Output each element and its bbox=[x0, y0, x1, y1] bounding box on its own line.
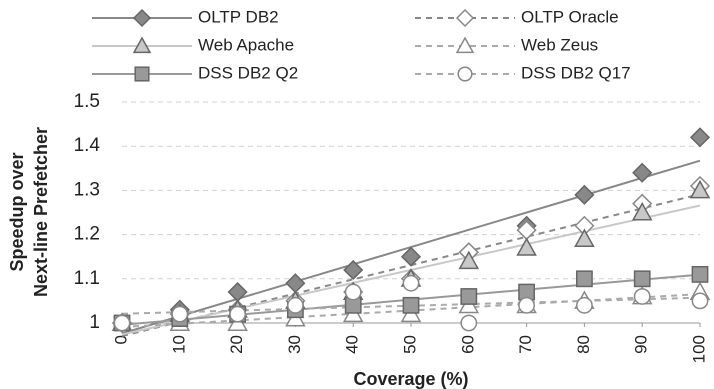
data-point bbox=[691, 292, 709, 310]
x-tick-label: 100 bbox=[689, 335, 708, 363]
legend-marker bbox=[455, 36, 475, 54]
data-point bbox=[344, 283, 362, 301]
data-point bbox=[460, 288, 478, 305]
x-tick-label: 40 bbox=[343, 335, 362, 354]
data-point bbox=[689, 127, 711, 148]
y-axis-label: Next-line Prefetcher bbox=[31, 127, 51, 297]
y-axis-label: Speedup over bbox=[7, 152, 27, 271]
legend-marker bbox=[132, 36, 152, 54]
legend-label: Web Apache bbox=[198, 35, 294, 54]
data-point bbox=[458, 250, 480, 270]
data-point bbox=[518, 296, 535, 314]
x-tick-label: 50 bbox=[400, 335, 419, 354]
legend-label: DSS DB2 Q17 bbox=[521, 63, 631, 82]
data-point bbox=[285, 273, 306, 294]
y-tick-label: 1.2 bbox=[74, 224, 100, 245]
x-tick-label: 60 bbox=[458, 335, 477, 354]
data-point bbox=[574, 228, 595, 247]
data-point bbox=[516, 237, 537, 256]
data-point bbox=[171, 305, 189, 323]
legend-label: Web Zeus bbox=[521, 35, 598, 54]
x-tick-label: 20 bbox=[227, 335, 246, 354]
y-tick-label: 1 bbox=[89, 312, 100, 333]
data-point bbox=[400, 246, 422, 267]
data-point bbox=[402, 296, 420, 314]
data-point bbox=[343, 259, 364, 281]
legend-marker bbox=[132, 8, 152, 28]
x-tick-label: 10 bbox=[169, 335, 188, 354]
x-tick-label: 0 bbox=[111, 335, 130, 344]
y-tick-label: 1.5 bbox=[74, 91, 100, 112]
data-point bbox=[287, 296, 304, 314]
data-point bbox=[633, 270, 651, 288]
x-tick-label: 80 bbox=[574, 335, 593, 354]
x-axis-label: Coverage (%) bbox=[353, 369, 468, 389]
y-tick-label: 1.1 bbox=[74, 268, 100, 289]
data-point bbox=[691, 265, 709, 283]
data-point bbox=[689, 179, 711, 199]
y-tick-label: 1.4 bbox=[74, 135, 101, 156]
legend-label: DSS DB2 Q2 bbox=[198, 63, 298, 82]
legend-label: OLTP Oracle bbox=[521, 7, 619, 26]
data-point bbox=[631, 201, 653, 221]
legend-label: OLTP DB2 bbox=[198, 7, 279, 26]
data-point bbox=[227, 281, 248, 303]
x-tick-label: 70 bbox=[516, 335, 535, 354]
data-point bbox=[633, 288, 651, 305]
data-point bbox=[402, 274, 420, 292]
legend-marker bbox=[455, 8, 475, 28]
data-point bbox=[576, 270, 593, 288]
x-tick-label: 90 bbox=[632, 335, 651, 354]
data-point bbox=[113, 314, 131, 332]
y-tick-label: 1.3 bbox=[74, 179, 100, 200]
data-point bbox=[632, 162, 653, 183]
x-tick-label: 30 bbox=[285, 335, 304, 354]
data-point bbox=[576, 296, 593, 314]
data-point bbox=[574, 184, 595, 205]
data-point bbox=[229, 305, 247, 323]
legend-marker bbox=[134, 66, 150, 82]
data-point bbox=[460, 314, 478, 332]
legend-marker bbox=[457, 66, 473, 82]
